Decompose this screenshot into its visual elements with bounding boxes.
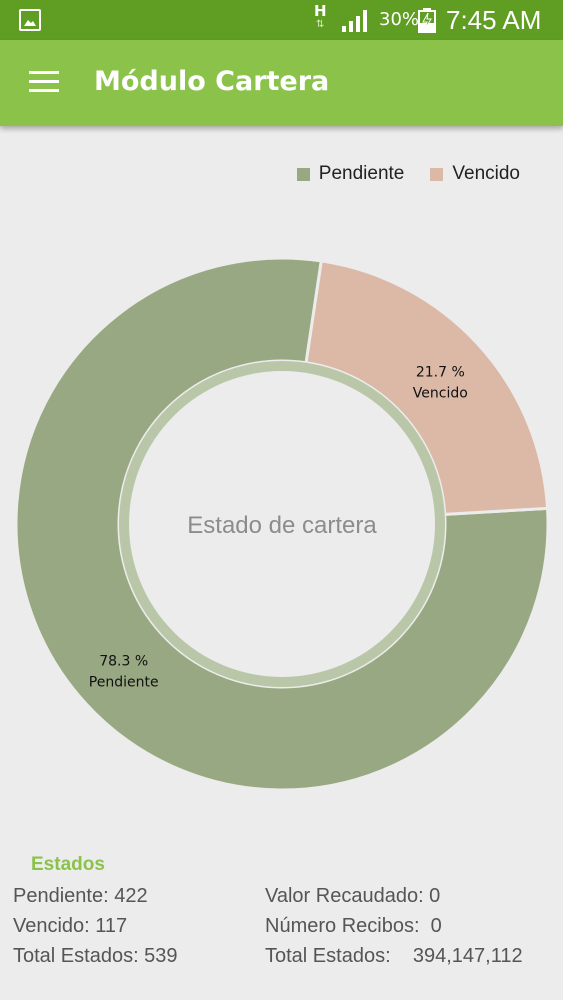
slice-label-vencido: Vencido xyxy=(413,385,468,401)
battery-percentage: 30% xyxy=(379,9,420,30)
status-clock: 7:45 AM xyxy=(446,5,542,35)
donut-hole xyxy=(129,371,435,677)
summary-vencido: Vencido: 117 xyxy=(13,915,128,937)
legend-swatch-vencido xyxy=(430,167,444,181)
signal-strength-icon xyxy=(342,10,367,32)
summary-title: Estados xyxy=(31,854,105,875)
legend-label-pendiente: Pendiente xyxy=(318,163,405,184)
legend-label-vencido: Vencido xyxy=(452,163,520,184)
slice-percent-vencido: 21.7 % xyxy=(416,364,465,380)
hamburger-menu-icon[interactable] xyxy=(29,71,59,93)
legend-item-vencido[interactable]: Vencido xyxy=(430,163,520,185)
page-title: Módulo Cartera xyxy=(94,66,330,97)
gallery-notification-icon xyxy=(19,9,41,31)
summary-valor-recaudado: Valor Recaudado: 0 xyxy=(265,885,441,907)
summary-pendiente: Pendiente: 422 xyxy=(13,885,148,907)
donut-chart: Estado de cartera 78.3 % Pendiente 21.7 % Ve… xyxy=(14,256,550,792)
legend-item-pendiente[interactable]: Pendiente xyxy=(296,163,405,185)
network-type-indicator: H xyxy=(314,2,327,20)
summary-total-estados: Total Estados: 539 xyxy=(13,945,178,967)
status-bar: H ⇅ 30% 7:45 AM xyxy=(0,0,563,40)
summary-numero-recibos: Número Recibos: 0 xyxy=(265,915,442,937)
app-bar: Módulo Cartera xyxy=(0,40,563,126)
slice-label-pendiente: Pendiente xyxy=(89,675,159,691)
legend-swatch-pendiente xyxy=(296,167,310,181)
donut-center-text: Estado de cartera xyxy=(187,512,377,539)
donut-slice-vencido[interactable] xyxy=(304,259,550,516)
summary-total-valor: Total Estados: 394,147,112 xyxy=(265,945,523,967)
chart-legend: Pendiente Vencido xyxy=(271,163,520,185)
data-arrows-icon: ⇅ xyxy=(316,19,325,30)
slice-percent-pendiente: 78.3 % xyxy=(99,654,148,670)
battery-charging-icon xyxy=(418,8,436,33)
